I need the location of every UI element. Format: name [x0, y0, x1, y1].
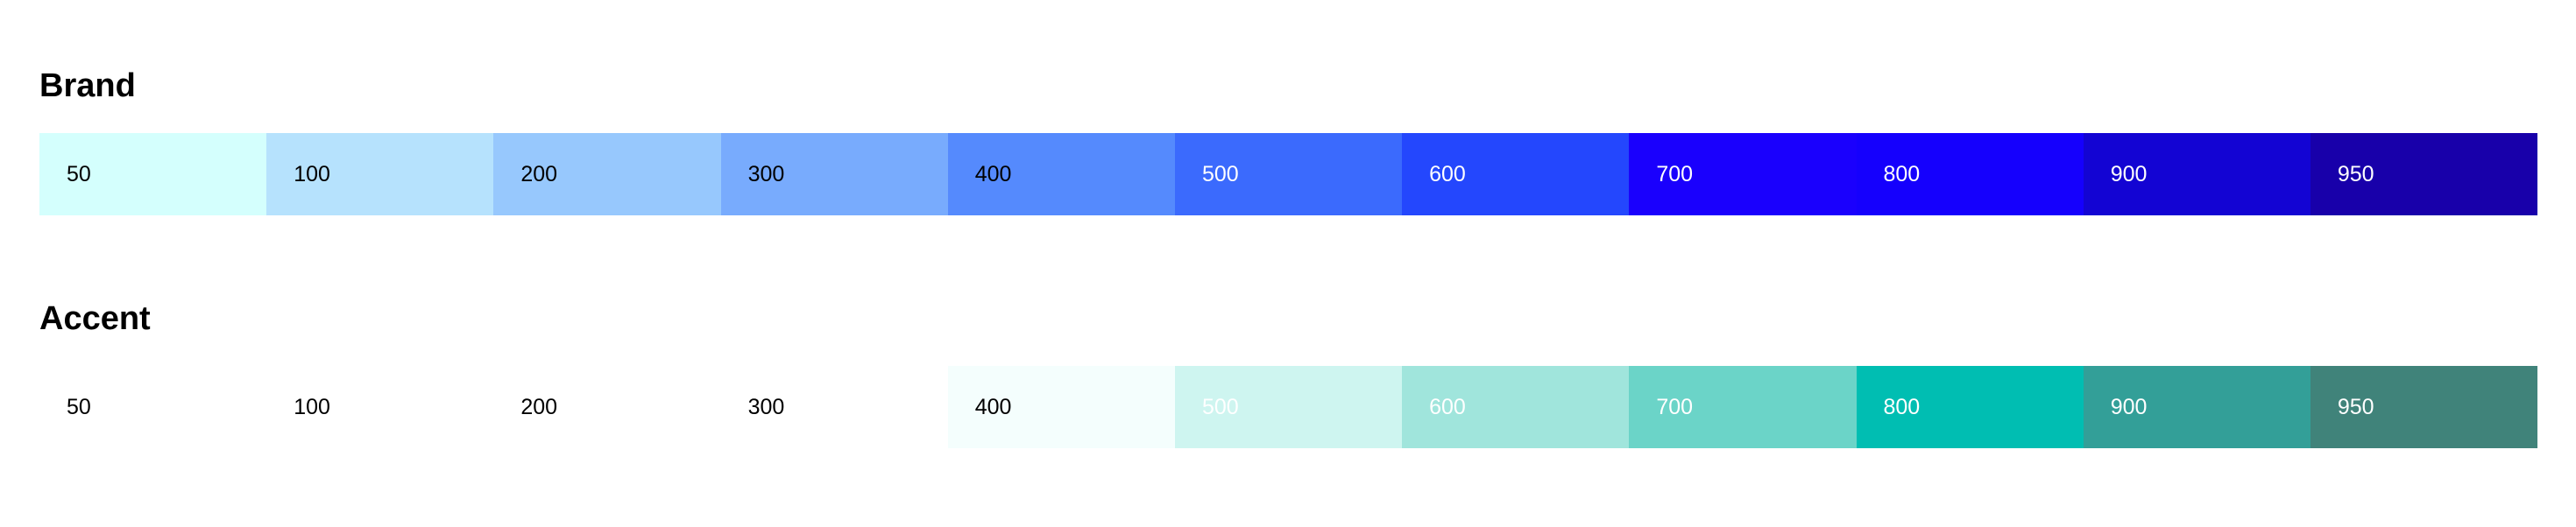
swatch-brand-700[interactable]: 700 — [1629, 133, 1857, 215]
swatch-accent-800[interactable]: 800 — [1856, 366, 2084, 448]
swatch-label: 50 — [67, 394, 91, 419]
swatch-brand-900[interactable]: 900 — [2083, 133, 2311, 215]
swatch-label: 50 — [67, 161, 91, 186]
swatch-accent-600[interactable]: 600 — [1402, 366, 1630, 448]
swatch-label: 300 — [747, 394, 785, 419]
swatch-label: 700 — [1656, 394, 1694, 419]
swatch-label: 700 — [1656, 161, 1694, 186]
swatch-brand-600[interactable]: 600 — [1402, 133, 1630, 215]
palette-accent: Accent 50 100 200 300 400 500 600 700 800 900 950 — [39, 296, 2538, 448]
swatch-row: 50 100 200 300 400 500 600 700 800 900 950 — [39, 366, 2538, 448]
swatch-accent-400[interactable]: 400 — [947, 366, 1175, 448]
palette-title: Accent — [39, 300, 151, 337]
swatch-label: 100 — [294, 161, 330, 186]
swatch-brand-400[interactable]: 400 — [947, 133, 1175, 215]
swatch-accent-200[interactable]: 200 — [493, 366, 721, 448]
swatch-label: 500 — [1201, 394, 1239, 419]
swatch-label: 900 — [2110, 161, 2148, 186]
swatch-accent-50[interactable]: 50 — [39, 366, 267, 448]
swatch-accent-700[interactable]: 700 — [1629, 366, 1857, 448]
swatch-brand-950[interactable]: 950 — [2310, 133, 2538, 215]
swatch-brand-800[interactable]: 800 — [1856, 133, 2084, 215]
swatch-label: 900 — [2110, 394, 2148, 419]
swatch-accent-950[interactable]: 950 — [2310, 366, 2538, 448]
swatch-brand-500[interactable]: 500 — [1174, 133, 1403, 215]
palette-title: Brand — [39, 67, 136, 104]
swatch-accent-500[interactable]: 500 — [1174, 366, 1403, 448]
swatch-label: 600 — [1429, 394, 1466, 419]
swatch-label: 600 — [1429, 161, 1466, 186]
swatch-accent-900[interactable]: 900 — [2083, 366, 2311, 448]
swatch-row: 50 100 200 300 400 500 600 700 800 900 950 — [39, 133, 2538, 215]
swatch-label: 950 — [2337, 161, 2374, 186]
swatch-accent-300[interactable]: 300 — [720, 366, 948, 448]
swatch-brand-50[interactable]: 50 — [39, 133, 267, 215]
swatch-label: 200 — [520, 394, 558, 419]
swatch-brand-300[interactable]: 300 — [720, 133, 948, 215]
swatch-label: 400 — [974, 394, 1012, 419]
swatch-label: 300 — [747, 161, 785, 186]
swatch-label: 200 — [520, 161, 558, 186]
swatch-label: 400 — [974, 161, 1012, 186]
swatch-brand-100[interactable]: 100 — [266, 133, 494, 215]
swatch-label: 800 — [1883, 161, 1921, 186]
palette-brand: Brand 50 100 200 300 400 500 600 700 800 900 950 — [39, 63, 2538, 215]
swatch-label: 800 — [1883, 394, 1921, 419]
swatch-label: 950 — [2337, 394, 2374, 419]
swatch-label: 500 — [1201, 161, 1239, 186]
swatch-accent-100[interactable]: 100 — [266, 366, 494, 448]
swatch-brand-200[interactable]: 200 — [493, 133, 721, 215]
swatch-label: 100 — [294, 394, 330, 419]
